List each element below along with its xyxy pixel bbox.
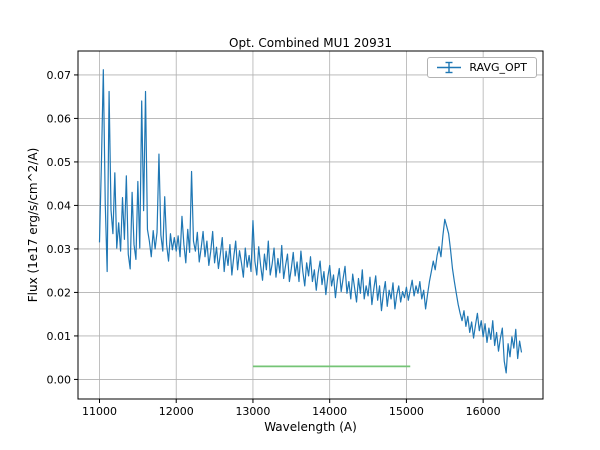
x-tick-label: 12000 xyxy=(159,405,194,418)
y-tick-label: 0.01 xyxy=(47,330,72,343)
errorbar-legend-icon xyxy=(437,61,462,74)
y-tick-label: 0.07 xyxy=(47,69,72,82)
y-tick-label: 0.02 xyxy=(47,286,72,299)
y-tick-label: 0.05 xyxy=(47,156,72,169)
legend-label: RAVG_OPT xyxy=(469,61,527,74)
x-tick-label: 16000 xyxy=(466,405,501,418)
axes-spines xyxy=(77,50,544,400)
x-tick-label: 13000 xyxy=(235,405,270,418)
y-tick-label: 0.04 xyxy=(47,199,72,212)
series-RAVG_OPT xyxy=(98,69,523,374)
y-axis-label: Flux (1e17 erg/s/cm^2/A) xyxy=(26,147,40,303)
y-tick-label: 0.03 xyxy=(47,243,72,256)
y-tick-label: 0.06 xyxy=(47,112,72,125)
x-tick-label: 14000 xyxy=(312,405,347,418)
chart-title: Opt. Combined MU1 20931 xyxy=(229,36,392,50)
x-tick-label: 11000 xyxy=(82,405,117,418)
y-tick-label: 0.00 xyxy=(47,373,72,386)
legend: RAVG_OPT xyxy=(427,57,537,78)
x-tick-label: 15000 xyxy=(389,405,424,418)
x-axis-label: Wavelength (A) xyxy=(264,420,357,434)
